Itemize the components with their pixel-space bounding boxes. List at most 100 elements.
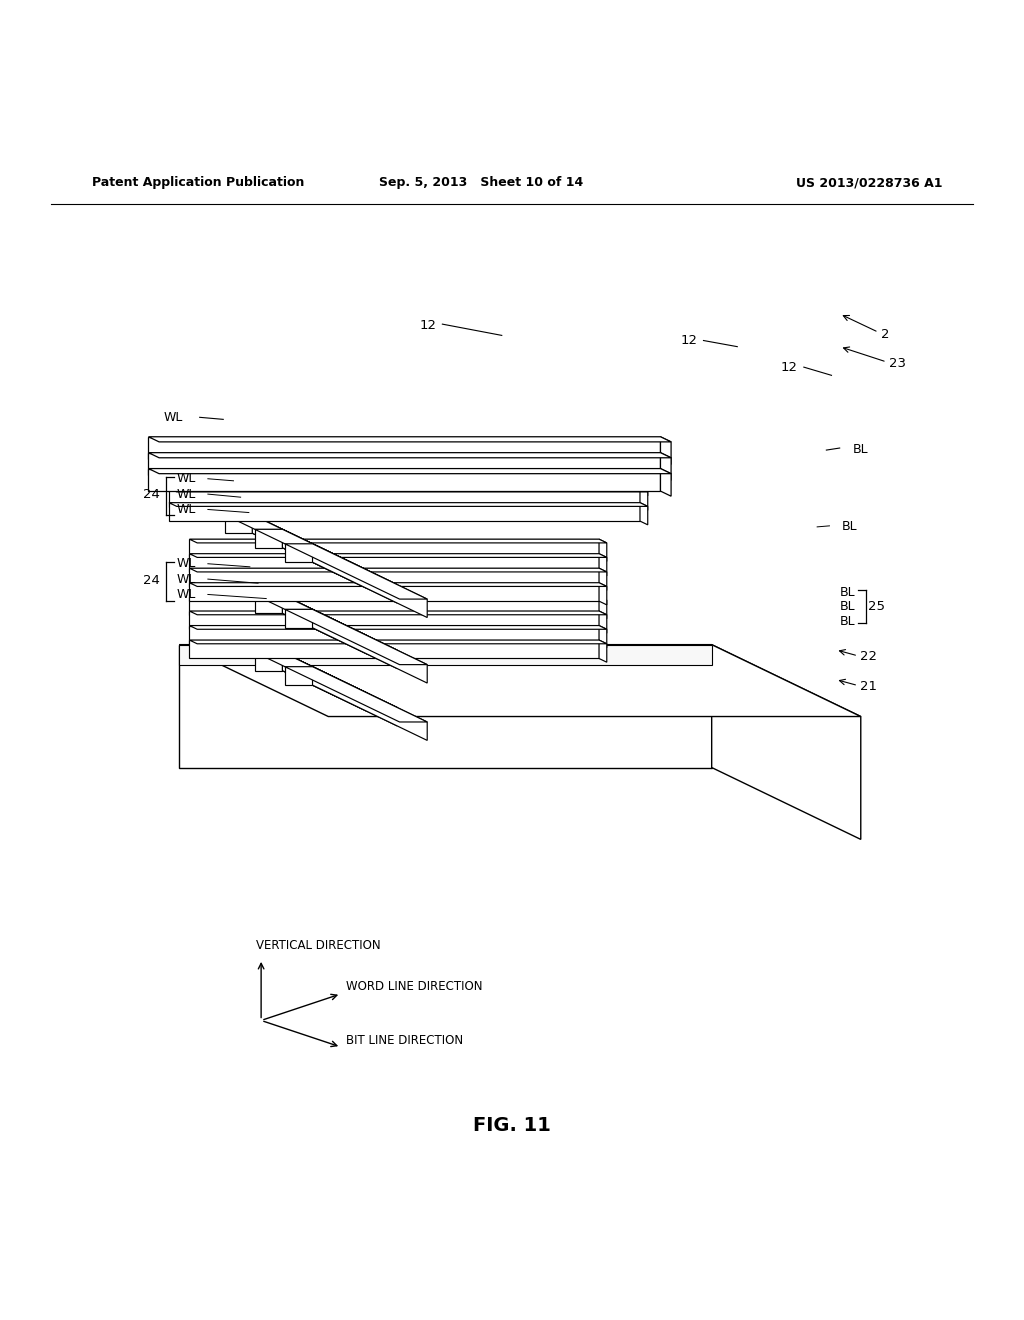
Polygon shape bbox=[189, 568, 599, 586]
Text: VERTICAL DIRECTION: VERTICAL DIRECTION bbox=[256, 940, 381, 952]
Polygon shape bbox=[148, 453, 671, 458]
Text: 24: 24 bbox=[143, 574, 160, 586]
Polygon shape bbox=[169, 474, 648, 478]
Polygon shape bbox=[312, 544, 427, 618]
Text: 12: 12 bbox=[780, 360, 798, 374]
Polygon shape bbox=[255, 595, 283, 614]
Polygon shape bbox=[599, 568, 607, 590]
Text: 24: 24 bbox=[143, 487, 160, 500]
Polygon shape bbox=[148, 469, 671, 474]
Polygon shape bbox=[285, 544, 427, 599]
Text: 22: 22 bbox=[860, 651, 878, 664]
Polygon shape bbox=[252, 638, 367, 711]
Polygon shape bbox=[285, 544, 312, 562]
Text: WORD LINE DIRECTION: WORD LINE DIRECTION bbox=[346, 981, 482, 993]
Polygon shape bbox=[255, 529, 397, 585]
Polygon shape bbox=[660, 453, 671, 480]
Polygon shape bbox=[252, 581, 367, 653]
Polygon shape bbox=[189, 611, 607, 615]
Polygon shape bbox=[179, 644, 712, 767]
Polygon shape bbox=[189, 626, 599, 644]
Polygon shape bbox=[189, 539, 599, 557]
Text: WL: WL bbox=[176, 473, 196, 486]
Polygon shape bbox=[283, 595, 397, 668]
Polygon shape bbox=[189, 568, 607, 572]
Polygon shape bbox=[283, 529, 397, 603]
Polygon shape bbox=[189, 582, 607, 586]
Polygon shape bbox=[599, 597, 607, 619]
Polygon shape bbox=[169, 503, 648, 507]
Polygon shape bbox=[599, 611, 607, 634]
Text: WL: WL bbox=[176, 573, 196, 586]
Polygon shape bbox=[660, 437, 671, 465]
Polygon shape bbox=[189, 539, 607, 543]
Polygon shape bbox=[179, 644, 861, 717]
Text: Patent Application Publication: Patent Application Publication bbox=[92, 177, 304, 189]
Text: 23: 23 bbox=[889, 356, 906, 370]
Polygon shape bbox=[224, 638, 367, 693]
Polygon shape bbox=[222, 500, 337, 574]
Polygon shape bbox=[224, 638, 252, 656]
Text: BL: BL bbox=[853, 442, 868, 455]
Polygon shape bbox=[255, 652, 283, 671]
Polygon shape bbox=[255, 529, 283, 548]
Text: WL: WL bbox=[164, 411, 183, 424]
Polygon shape bbox=[640, 474, 648, 496]
Polygon shape bbox=[285, 610, 427, 665]
Polygon shape bbox=[195, 500, 337, 556]
Polygon shape bbox=[189, 597, 607, 601]
Polygon shape bbox=[285, 667, 427, 722]
Polygon shape bbox=[148, 437, 660, 459]
Polygon shape bbox=[255, 595, 397, 651]
Text: US 2013/0228736 A1: US 2013/0228736 A1 bbox=[796, 177, 942, 189]
Text: WL: WL bbox=[176, 587, 196, 601]
Text: 21: 21 bbox=[860, 680, 878, 693]
Polygon shape bbox=[712, 644, 861, 840]
Polygon shape bbox=[599, 626, 607, 648]
Polygon shape bbox=[148, 453, 660, 475]
Text: BIT LINE DIRECTION: BIT LINE DIRECTION bbox=[346, 1035, 463, 1048]
Text: WL: WL bbox=[176, 487, 196, 500]
Text: 12: 12 bbox=[681, 334, 698, 347]
Polygon shape bbox=[599, 539, 607, 561]
Text: FIG. 11: FIG. 11 bbox=[473, 1117, 551, 1135]
Polygon shape bbox=[195, 500, 222, 519]
Polygon shape bbox=[312, 610, 427, 682]
Polygon shape bbox=[169, 488, 648, 492]
Polygon shape bbox=[195, 623, 337, 678]
Polygon shape bbox=[285, 667, 312, 685]
Polygon shape bbox=[189, 640, 607, 644]
Polygon shape bbox=[283, 652, 397, 726]
Polygon shape bbox=[195, 623, 222, 642]
Polygon shape bbox=[312, 667, 427, 741]
Polygon shape bbox=[285, 610, 312, 628]
Polygon shape bbox=[224, 581, 367, 636]
Text: BL: BL bbox=[840, 615, 855, 627]
Polygon shape bbox=[599, 640, 607, 663]
Text: Sep. 5, 2013   Sheet 10 of 14: Sep. 5, 2013 Sheet 10 of 14 bbox=[379, 177, 584, 189]
Polygon shape bbox=[599, 553, 607, 576]
Polygon shape bbox=[189, 582, 599, 601]
Polygon shape bbox=[169, 503, 640, 521]
Polygon shape bbox=[189, 553, 607, 557]
Polygon shape bbox=[224, 515, 367, 570]
Text: BL: BL bbox=[840, 601, 855, 614]
Polygon shape bbox=[599, 582, 607, 605]
Text: BL: BL bbox=[840, 586, 855, 599]
Polygon shape bbox=[224, 515, 252, 533]
Text: WL: WL bbox=[176, 503, 196, 516]
Text: 25: 25 bbox=[868, 601, 886, 614]
Polygon shape bbox=[169, 474, 640, 492]
Polygon shape bbox=[179, 644, 712, 665]
Polygon shape bbox=[195, 566, 222, 585]
Polygon shape bbox=[189, 611, 599, 630]
Text: 2: 2 bbox=[881, 327, 889, 341]
Text: 12: 12 bbox=[420, 318, 437, 331]
Polygon shape bbox=[660, 469, 671, 496]
Polygon shape bbox=[189, 640, 599, 659]
Polygon shape bbox=[255, 652, 397, 708]
Polygon shape bbox=[252, 515, 367, 589]
Polygon shape bbox=[222, 623, 337, 697]
Polygon shape bbox=[222, 566, 337, 639]
Polygon shape bbox=[148, 437, 671, 442]
